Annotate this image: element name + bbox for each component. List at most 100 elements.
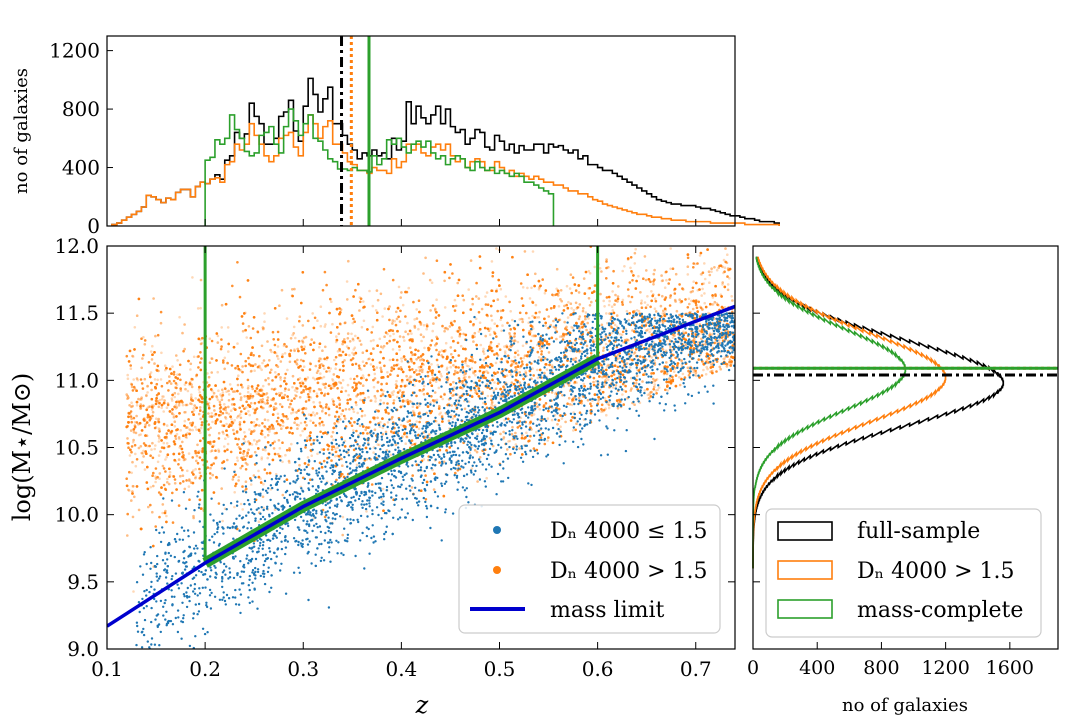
scatter-point-orange [173, 482, 177, 485]
scatter-point-orange [277, 422, 280, 426]
scatter-point-orange [162, 483, 166, 487]
scatter-point-orange [545, 368, 549, 371]
scatter-point-orange [614, 384, 618, 387]
scatter-point-orange [622, 403, 625, 406]
scatter-point-orange [356, 411, 360, 415]
scatter-point-orange [400, 378, 404, 382]
scatter-point-orange [331, 438, 335, 442]
scatter-point-orange [698, 254, 702, 257]
scatter-point-orange [352, 410, 356, 414]
scatter-point-orange [676, 227, 679, 230]
scatter-point-orange [411, 405, 415, 409]
scatter-point-orange [338, 403, 341, 407]
scatter-point-orange [335, 405, 339, 409]
scatter-point-orange [523, 250, 527, 253]
scatter-point-orange [278, 403, 282, 406]
scatter-point-orange [430, 281, 434, 285]
scatter-point-orange [134, 464, 138, 468]
scatter-point-orange [199, 306, 202, 310]
scatter-point-orange [519, 357, 523, 360]
scatter-point-orange [518, 424, 522, 428]
scatter-point-orange [478, 321, 482, 325]
scatter-point-orange [490, 402, 494, 405]
scatter-point-orange [177, 458, 181, 461]
scatter-point-orange [226, 458, 229, 462]
scatter-point-orange [225, 433, 229, 437]
scatter-point-orange [350, 332, 353, 336]
scatter-point-orange [355, 394, 358, 398]
scatter-point-orange [245, 336, 248, 339]
scatter-point-orange [590, 300, 593, 304]
scatter-point-orange [239, 502, 243, 506]
scatter-point-orange [154, 477, 158, 480]
scatter-point-orange [300, 391, 303, 394]
scatter-point-orange [346, 337, 350, 340]
scatter-point-orange [286, 398, 290, 402]
scatter-point-orange [367, 395, 370, 399]
scatter-point-orange [701, 271, 705, 275]
scatter-point-orange [290, 442, 293, 446]
scatter-point-orange [294, 336, 297, 340]
scatter-point-orange [475, 389, 478, 393]
scatter-point-orange [376, 389, 379, 393]
scatter-point-orange [229, 409, 233, 413]
scatter-point-orange [161, 503, 165, 506]
scatter-point-orange [378, 361, 382, 364]
scatter-point-orange [177, 404, 181, 407]
scatter-point-orange [346, 398, 350, 402]
scatter-point-orange [601, 409, 604, 412]
scatter-point-orange [371, 325, 375, 329]
scatter-point-orange [173, 478, 177, 481]
scatter-point-orange [429, 401, 432, 404]
scatter-point-orange [452, 380, 455, 384]
scatter-point-orange [380, 382, 383, 386]
scatter-point-orange [525, 431, 528, 435]
scatter-point-orange [435, 358, 439, 362]
scatter-point-orange [157, 420, 161, 424]
scatter-point-orange [621, 330, 625, 334]
scatter-point-orange [168, 380, 171, 383]
scatter-point-orange [292, 325, 296, 329]
scatter-point-orange [198, 385, 201, 389]
scatter-point-orange [491, 378, 494, 382]
scatter-point-orange [580, 350, 584, 353]
scatter-point-orange [474, 373, 477, 377]
scatter-point-orange [162, 422, 166, 426]
scatter-point-orange [426, 370, 430, 374]
scatter-point-orange [256, 384, 260, 387]
scatter-point-orange [156, 333, 160, 337]
scatter-point-orange [397, 315, 400, 319]
scatter-point-orange [366, 432, 369, 435]
scatter-point-orange [550, 243, 553, 246]
scatter-point-orange [463, 407, 467, 411]
scatter-point-orange [270, 350, 273, 354]
scatter-point-orange [540, 353, 543, 356]
scatter-point-orange [130, 420, 133, 424]
scatter-point-orange [681, 288, 685, 291]
scatter-point-orange [341, 515, 345, 519]
scatter-point-orange [185, 479, 188, 482]
scatter-point-orange [245, 400, 248, 404]
scatter-point-orange [142, 404, 145, 408]
scatter-point-orange [140, 382, 144, 385]
scatter-point-orange [509, 373, 513, 376]
scatter-point-orange [419, 355, 423, 359]
scatter-point-orange [214, 449, 217, 453]
scatter-point-orange [283, 389, 287, 393]
scatter-point-orange [157, 440, 161, 443]
scatter-point-orange [243, 312, 246, 315]
scatter-point-orange [372, 385, 376, 389]
scatter-point-orange [657, 386, 661, 389]
scatter-point-orange [197, 412, 201, 416]
scatter-point-orange [688, 302, 691, 306]
scatter-point-orange [161, 395, 164, 398]
scatter-point-orange [216, 370, 219, 374]
scatter-point-orange [716, 303, 719, 307]
scatter-point-orange [391, 393, 395, 397]
scatter-point-orange [263, 425, 267, 428]
scatter-point-orange [158, 477, 161, 481]
scatter-point-orange [165, 432, 169, 435]
scatter-point-orange [438, 413, 441, 416]
scatter-point-orange [195, 374, 198, 378]
scatter-point-orange [522, 328, 525, 332]
